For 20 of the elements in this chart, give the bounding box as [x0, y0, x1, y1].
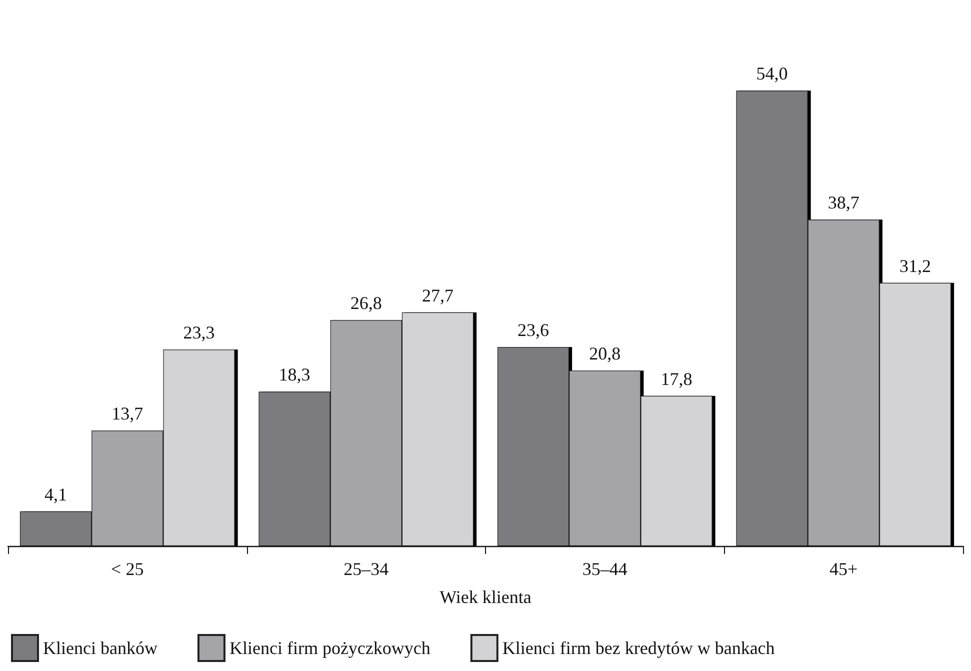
data-label: 18,3 — [278, 364, 310, 385]
data-label: 31,2 — [900, 256, 931, 276]
data-label: 13,7 — [112, 403, 144, 424]
data-label: 23,6 — [518, 320, 549, 340]
data-label: 27,7 — [422, 285, 454, 306]
legend-label: Klienci banków — [43, 638, 158, 658]
data-label: 23,3 — [183, 322, 215, 343]
data-label: 17,8 — [660, 368, 692, 389]
data-label: 4,1 — [44, 484, 67, 504]
x-tick-label: < 25 — [111, 559, 144, 579]
x-tick-label: 45+ — [830, 559, 858, 579]
data-label: 54,0 — [756, 64, 788, 84]
x-tick-label: 35–44 — [582, 559, 628, 579]
data-label: 38,7 — [828, 192, 860, 213]
x-axis-title: Wiek klienta — [440, 587, 532, 607]
legend-label: Klienci firm pożyczkowych — [229, 638, 430, 658]
data-label: 26,8 — [350, 292, 382, 313]
data-label: 20,8 — [589, 344, 621, 364]
legend-label: Klienci firm bez kredytów w bankach — [502, 638, 775, 658]
x-tick-label: 25–34 — [344, 559, 389, 579]
